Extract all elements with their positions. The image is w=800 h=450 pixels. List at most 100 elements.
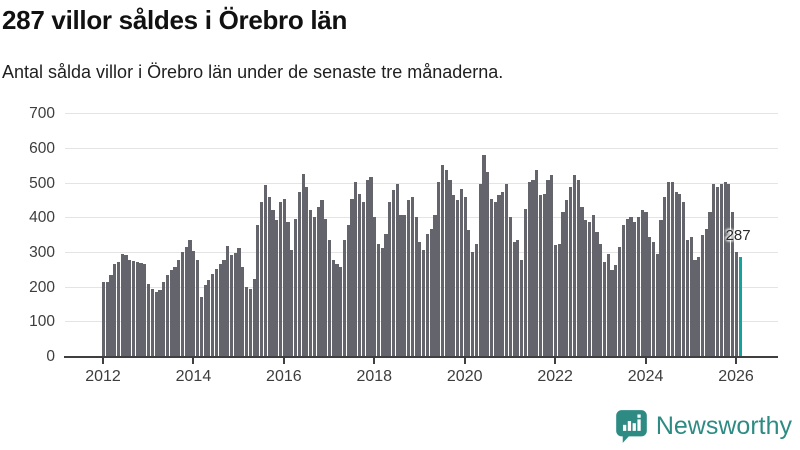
- bar: [429, 228, 433, 356]
- bar: [388, 202, 392, 356]
- bar: [663, 196, 667, 356]
- bar: [120, 254, 124, 356]
- bar: [105, 281, 109, 356]
- x-tick-label: 2014: [175, 368, 212, 385]
- bar: [305, 187, 309, 356]
- x-axis-tick: [102, 358, 104, 364]
- gridline: [65, 217, 778, 219]
- bar: [697, 256, 701, 356]
- bar: [267, 196, 271, 356]
- bar: [188, 240, 192, 356]
- bar: [731, 212, 735, 356]
- bar: [463, 196, 467, 356]
- bar: [546, 180, 550, 356]
- bar: [565, 200, 569, 356]
- bar: [523, 208, 527, 356]
- bar: [704, 228, 708, 356]
- bar: [535, 170, 539, 356]
- bar: [734, 251, 738, 356]
- bar: [376, 243, 381, 356]
- bar: [331, 260, 335, 356]
- bar: [165, 275, 170, 356]
- bar: [708, 212, 712, 356]
- x-axis-tick: [734, 358, 737, 364]
- bar: [229, 255, 234, 356]
- bar: [516, 240, 520, 356]
- bar: [222, 260, 226, 356]
- bar: [309, 210, 313, 356]
- bar: [538, 195, 543, 356]
- bar: [508, 216, 512, 356]
- bar: [595, 231, 599, 356]
- bar: [407, 200, 411, 356]
- bar: [569, 187, 573, 356]
- highlighted-bar: [738, 256, 742, 356]
- bar: [354, 181, 358, 356]
- bar: [162, 282, 166, 356]
- bar: [693, 260, 697, 356]
- x-tick-label: 2020: [446, 368, 483, 385]
- bar: [147, 283, 151, 356]
- bar: [636, 216, 641, 356]
- bar: [576, 180, 580, 356]
- bar: [214, 268, 219, 356]
- bar: [584, 220, 588, 356]
- x-tick-label: 2016: [266, 368, 302, 385]
- bar: [196, 260, 200, 356]
- bar: [131, 261, 136, 356]
- bar: [422, 250, 426, 356]
- x-tick-label: 2018: [356, 368, 393, 385]
- y-tick-label: 500: [29, 174, 55, 192]
- bar: [659, 220, 663, 356]
- bar: [143, 263, 147, 356]
- bar: [395, 183, 399, 356]
- bar: [391, 190, 396, 356]
- bar: [399, 215, 403, 356]
- bar: [723, 181, 727, 356]
- x-axis-tick: [463, 358, 466, 364]
- bar: [327, 240, 332, 356]
- bar: [602, 262, 607, 356]
- bar: [218, 264, 222, 356]
- bar: [339, 266, 343, 356]
- bar: [282, 198, 286, 356]
- bar: [335, 263, 339, 356]
- bar: [135, 261, 139, 356]
- bar: [719, 183, 723, 356]
- bar: [531, 180, 535, 356]
- bar: [471, 251, 475, 356]
- y-tick-label: 200: [29, 278, 55, 296]
- bar: [482, 155, 486, 356]
- y-tick-label: 300: [29, 243, 55, 261]
- bar: [621, 225, 625, 356]
- gridline: [65, 321, 778, 323]
- bar: [644, 212, 648, 356]
- bar: [520, 260, 524, 356]
- y-tick-label: 400: [29, 209, 55, 227]
- bar: [455, 200, 460, 356]
- bar: [365, 180, 369, 356]
- bar: [226, 246, 230, 356]
- bar: [169, 270, 173, 356]
- gridline: [65, 286, 778, 288]
- y-tick-label: 0: [46, 348, 55, 365]
- brand-footer: Newsworthy: [615, 409, 792, 444]
- bar: [358, 193, 362, 356]
- bar: [154, 291, 158, 356]
- bar: [712, 183, 716, 356]
- bar: [128, 259, 132, 356]
- bar: [373, 216, 377, 356]
- value-label: 287: [725, 226, 751, 244]
- bar: [177, 259, 181, 356]
- bar: [591, 215, 595, 356]
- bar: [158, 290, 162, 356]
- bar: [418, 241, 422, 356]
- bar: [448, 180, 452, 356]
- bar: [599, 243, 603, 356]
- bar: [474, 243, 479, 356]
- bar: [316, 206, 320, 356]
- bar: [380, 247, 384, 356]
- bar: [682, 202, 686, 356]
